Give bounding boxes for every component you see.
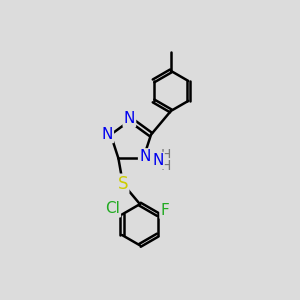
Text: N: N	[139, 149, 151, 164]
Text: S: S	[118, 175, 128, 193]
Text: Cl: Cl	[105, 201, 120, 216]
Text: H: H	[161, 159, 171, 173]
Text: F: F	[160, 203, 169, 218]
Text: H: H	[161, 148, 171, 162]
Text: N: N	[101, 127, 113, 142]
Text: N: N	[124, 111, 135, 126]
Text: N: N	[152, 153, 164, 168]
